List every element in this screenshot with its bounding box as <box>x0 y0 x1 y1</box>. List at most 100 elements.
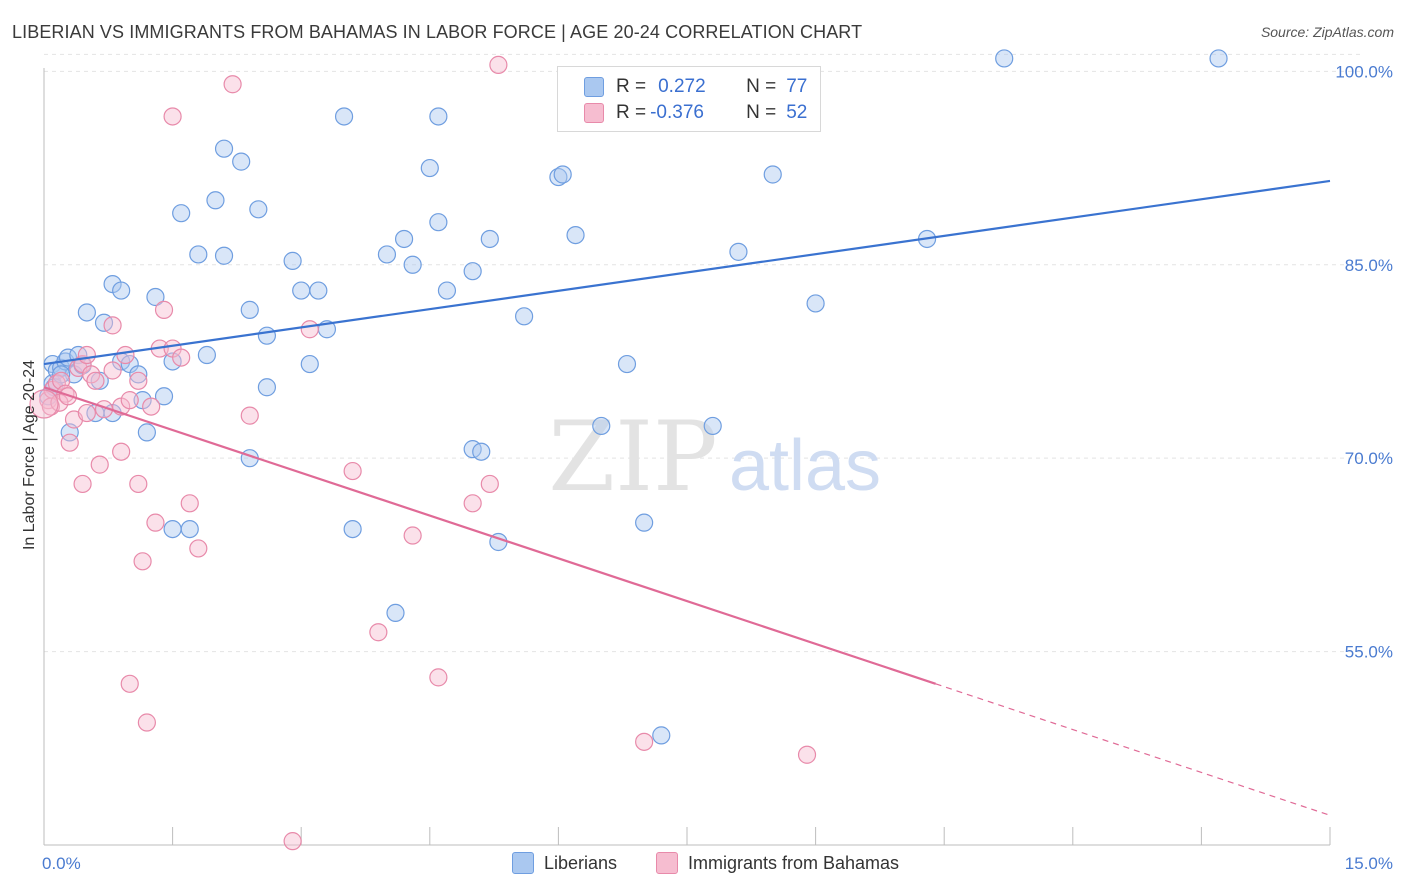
legend-n-label: N = <box>746 76 777 97</box>
stats-legend: R = 0.272 N = 77 R = -0.376 N = 52 <box>557 66 821 132</box>
axes <box>43 68 1331 846</box>
source-label: Source: ZipAtlas.com <box>1260 24 1394 40</box>
legend-n-value: 77 <box>786 76 808 97</box>
data-point <box>180 519 199 539</box>
grid-lines <box>44 53 1360 653</box>
data-point <box>41 397 60 416</box>
data-point <box>189 539 208 558</box>
data-point <box>112 281 131 300</box>
data-point <box>257 326 277 345</box>
data-point <box>180 494 199 513</box>
trend-line <box>43 386 936 685</box>
data-point <box>403 526 422 545</box>
series-legend: Liberians Immigrants from Bahamas <box>0 852 1406 878</box>
data-point <box>163 352 182 371</box>
data-point <box>257 378 277 397</box>
data-point <box>116 345 135 365</box>
data-point <box>77 303 96 322</box>
data-point <box>77 345 96 365</box>
data-point <box>129 474 148 494</box>
data-point <box>394 229 414 249</box>
data-point <box>309 281 328 300</box>
watermark-atlas: atlas <box>729 426 881 506</box>
data-point <box>386 603 405 623</box>
trend-line <box>43 179 1331 366</box>
y-axis-label: In Labor Force | Age 20-24 <box>21 360 38 550</box>
series-bahamas <box>39 55 817 851</box>
data-point <box>73 474 92 494</box>
data-point <box>995 49 1014 68</box>
watermark: ZIP atlas <box>548 401 881 513</box>
data-point <box>806 294 825 313</box>
data-point <box>1209 49 1228 68</box>
legend-item-bahamas: Immigrants from Bahamas <box>656 852 899 874</box>
data-point <box>566 225 585 245</box>
data-point <box>429 107 448 126</box>
data-point <box>300 320 319 339</box>
data-point <box>334 107 354 126</box>
data-point <box>763 165 782 184</box>
y-tick-label: 85.0% <box>1345 256 1393 275</box>
data-point <box>703 416 722 436</box>
data-point <box>463 494 482 513</box>
data-point <box>300 354 319 374</box>
legend-row-liberians: R = 0.272 N = 77 <box>584 74 807 100</box>
data-point <box>249 200 268 219</box>
legend-swatch-liberians <box>584 77 604 97</box>
data-point <box>343 461 362 481</box>
data-point <box>120 674 139 693</box>
data-point <box>652 726 671 745</box>
x-tick-label: 0.0% <box>42 854 81 873</box>
data-point <box>403 255 422 274</box>
data-point <box>214 139 234 158</box>
data-point <box>480 474 499 494</box>
legend-swatch-liberians <box>512 852 534 874</box>
data-point <box>429 213 448 232</box>
data-point <box>553 165 572 184</box>
data-point <box>29 389 59 419</box>
data-point <box>214 246 234 265</box>
data-point <box>283 832 302 851</box>
data-point <box>103 361 122 380</box>
data-point <box>489 55 508 74</box>
data-point <box>292 281 311 300</box>
legend-item-liberians: Liberians <box>512 852 617 874</box>
data-point <box>429 668 448 687</box>
data-point <box>90 455 109 474</box>
legend-r-label: R = <box>616 76 647 97</box>
data-point <box>729 242 748 261</box>
data-point <box>172 348 191 367</box>
data-point <box>112 442 131 461</box>
legend-label-bahamas: Immigrants from Bahamas <box>688 852 900 873</box>
data-point <box>146 287 165 307</box>
watermark-zip: ZIP <box>548 401 717 513</box>
data-point <box>197 345 216 365</box>
data-point <box>420 158 439 178</box>
data-point <box>142 397 161 416</box>
data-point <box>343 519 362 539</box>
data-point <box>232 152 251 171</box>
legend-r-value: 0.272 <box>658 76 706 97</box>
data-point <box>592 416 611 436</box>
data-point <box>463 262 482 281</box>
data-point <box>515 307 534 326</box>
data-point <box>77 403 96 423</box>
legend-swatch-bahamas <box>584 103 604 123</box>
legend-row-bahamas: R = -0.376 N = 52 <box>584 100 807 126</box>
chart-title: LIBERIAN VS IMMIGRANTS FROM BAHAMAS IN L… <box>12 22 863 42</box>
legend-n-value: 52 <box>786 102 808 123</box>
legend-swatch-bahamas <box>656 852 678 874</box>
data-point <box>154 300 174 319</box>
data-point <box>369 623 388 642</box>
data-point <box>133 552 152 571</box>
data-point <box>129 371 148 390</box>
data-point <box>189 245 208 264</box>
data-point <box>146 513 165 532</box>
x-tick-label: 15.0% <box>1345 854 1393 873</box>
data-point <box>240 406 259 425</box>
data-point <box>240 300 259 319</box>
data-point <box>437 281 457 300</box>
data-point <box>120 391 139 410</box>
data-point <box>103 316 122 335</box>
